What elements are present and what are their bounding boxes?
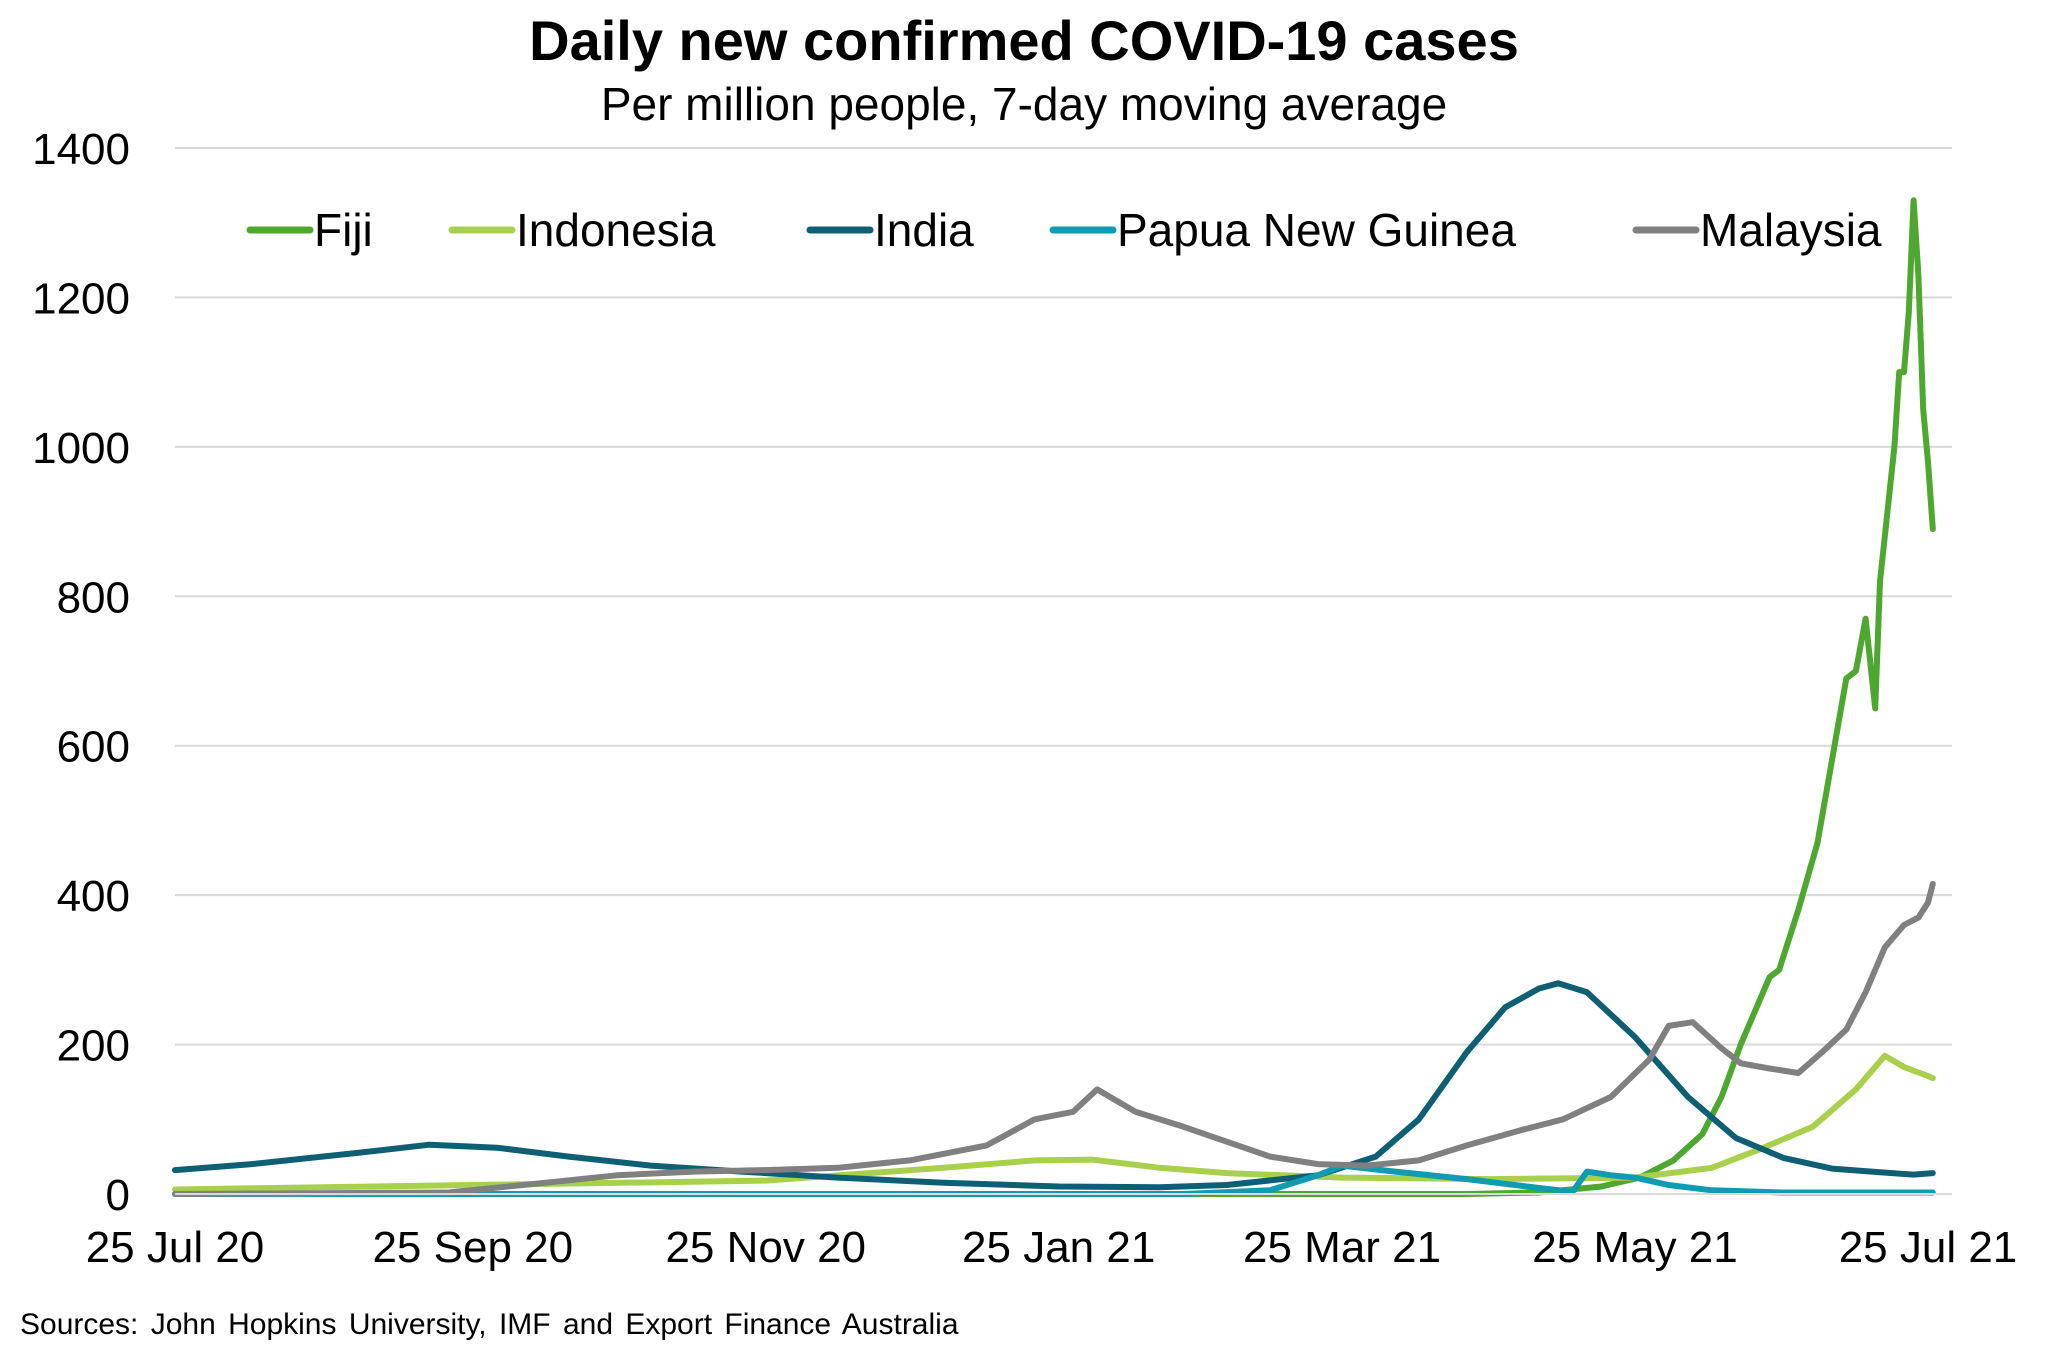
y-tick-label: 200 xyxy=(57,1022,130,1071)
series-line-fiji xyxy=(172,197,1936,1197)
series-line-india xyxy=(172,980,1936,1191)
legend-label: Malaysia xyxy=(1700,204,1882,256)
y-tick-label: 800 xyxy=(57,573,130,622)
y-tick-label: 600 xyxy=(57,723,130,772)
series-line-papua-new-guinea xyxy=(172,1162,1936,1197)
series-line-indonesia xyxy=(172,1052,1936,1193)
legend-item-fiji: Fiji xyxy=(246,204,373,256)
legend-label: Fiji xyxy=(314,204,373,256)
legend-label: Papua New Guinea xyxy=(1117,204,1516,256)
x-tick-label: 25 May 21 xyxy=(1532,1223,1737,1272)
x-tick-label: 25 Jul 21 xyxy=(1839,1223,2018,1272)
axes: 0 200 400 600 800 1000 1200 1400 25 Jul 20 25 Sep… xyxy=(32,125,2017,1272)
x-tick-label: 25 Jan 21 xyxy=(962,1223,1155,1272)
x-tick-label: 25 Jul 20 xyxy=(86,1223,265,1272)
legend-label: India xyxy=(874,204,974,256)
legend-item-indonesia: Indonesia xyxy=(448,204,716,256)
chart-title: Daily new confirmed COVID-19 cases xyxy=(529,9,1519,72)
x-tick-label: 25 Sep 20 xyxy=(372,1223,573,1272)
y-tick-label: 1200 xyxy=(32,274,130,323)
source-note: Sources: John Hopkins University, IMF an… xyxy=(20,1308,959,1341)
series-line-malaysia xyxy=(172,880,1936,1197)
legend: Fiji Indonesia India Papua New Guinea Malays… xyxy=(246,204,1882,256)
chart-subtitle: Per million people, 7-day moving average xyxy=(600,78,1448,130)
x-tick-label: 25 Nov 20 xyxy=(665,1223,866,1272)
series-lines xyxy=(172,197,1936,1197)
x-tick-label: 25 Mar 21 xyxy=(1243,1223,1441,1272)
gridlines xyxy=(175,147,1952,1046)
y-tick-label: 1400 xyxy=(32,125,130,174)
y-tick-label: 1000 xyxy=(32,424,130,473)
y-tick-label: 0 xyxy=(106,1171,130,1220)
legend-item-papua-new-guinea: Papua New Guinea xyxy=(1049,204,1516,256)
legend-item-malaysia: Malaysia xyxy=(1632,204,1882,256)
legend-item-india: India xyxy=(806,204,974,256)
y-tick-label: 400 xyxy=(57,872,130,921)
legend-label: Indonesia xyxy=(516,204,716,256)
